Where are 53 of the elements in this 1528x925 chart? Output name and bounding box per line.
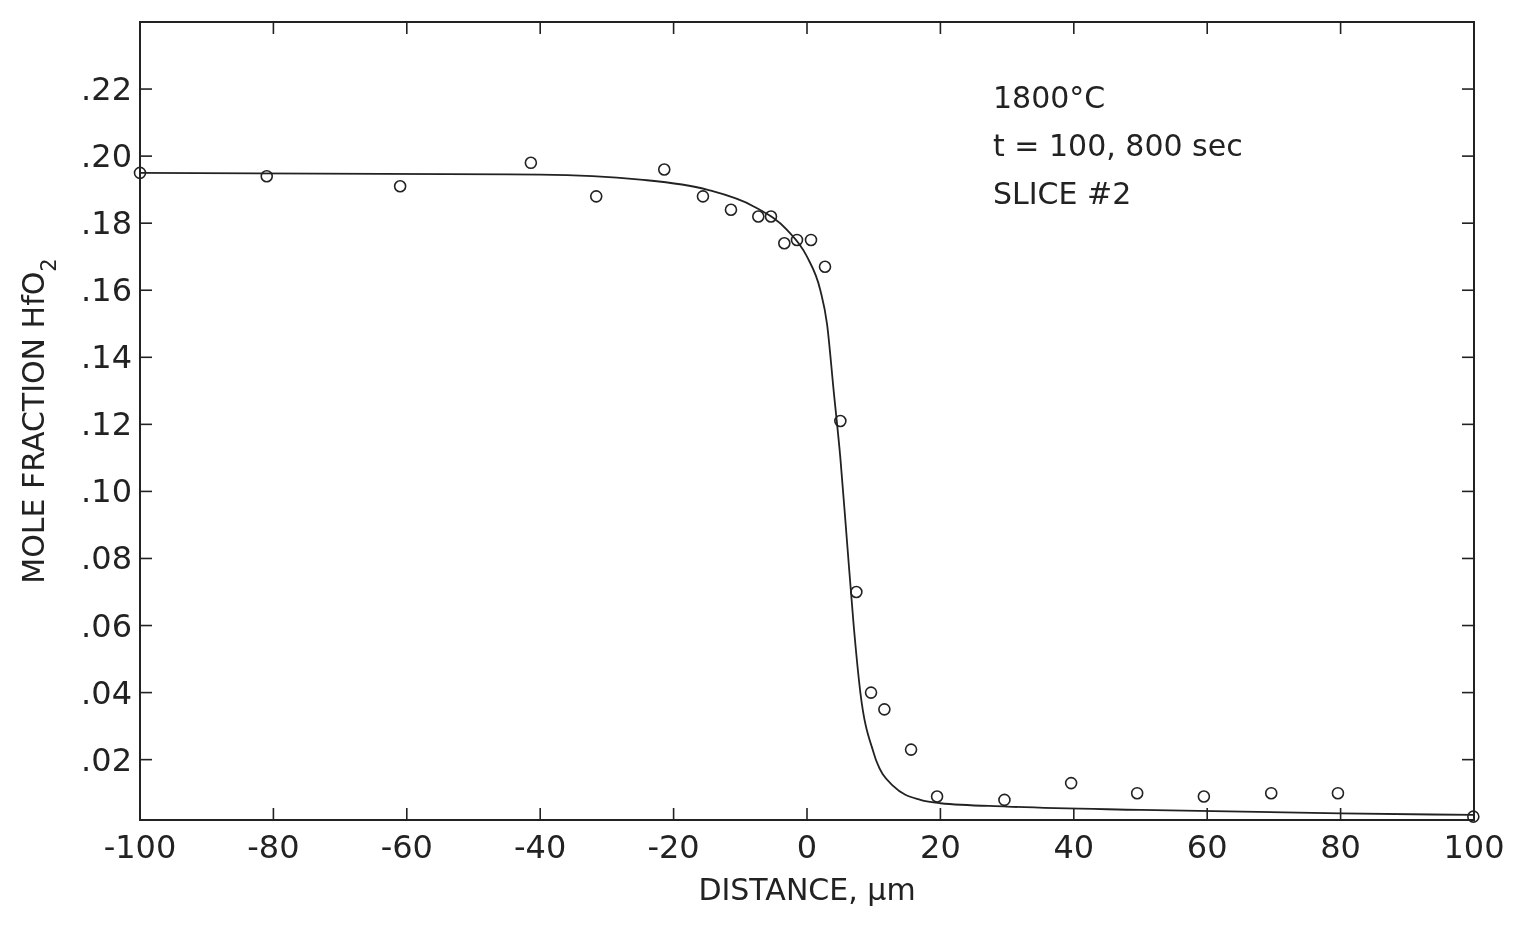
y-tick-label: .18: [81, 204, 132, 243]
y-tick-label: .14: [81, 338, 132, 377]
x-tick-label: -80: [247, 828, 300, 866]
point: [1064, 776, 1078, 790]
point: [752, 210, 765, 223]
y-tick-label: .16: [81, 271, 132, 310]
x-axis-title: DISTANCE, μm: [698, 872, 916, 907]
point: [778, 236, 791, 250]
point: [930, 790, 944, 803]
x-tick-label: -40: [514, 828, 567, 866]
y-tick-label: .06: [81, 606, 132, 645]
y-tick-label: .20: [81, 137, 132, 176]
x-tick-label: 20: [920, 828, 961, 866]
point: [864, 686, 878, 699]
point: [524, 156, 538, 170]
annotation: t = 100, 800 sec: [993, 128, 1243, 163]
point: [834, 414, 847, 428]
point: [657, 163, 671, 176]
point: [850, 585, 863, 599]
y-tick-label: .12: [81, 405, 132, 444]
x-tick-label: 100: [1443, 828, 1505, 866]
point: [1467, 810, 1480, 823]
annotation: SLICE #2: [993, 176, 1132, 211]
x-tick-label: 40: [1053, 828, 1095, 866]
x-tick-label: -20: [647, 828, 700, 866]
point: [393, 179, 407, 193]
point: [790, 233, 804, 247]
y-tick-label: .02: [81, 740, 132, 779]
point: [818, 260, 832, 274]
x-tick-label: -100: [103, 828, 177, 866]
point: [133, 166, 147, 180]
point: [878, 703, 891, 716]
x-tick-label: 60: [1186, 828, 1228, 866]
annotation: 1800°C: [993, 80, 1106, 115]
y-tick-label: .04: [81, 673, 132, 712]
point: [804, 233, 818, 247]
point: [764, 210, 778, 223]
x-tick-label: 80: [1320, 828, 1361, 866]
x-tick-label: 0: [796, 828, 818, 866]
y-tick-label: .22: [81, 70, 132, 109]
point: [904, 743, 918, 756]
point: [589, 190, 603, 203]
x-tick-label: -60: [380, 828, 433, 866]
point: [998, 793, 1011, 807]
point: [724, 203, 738, 217]
point: [696, 190, 710, 203]
y-tick-label: .08: [81, 539, 132, 578]
point: [1197, 790, 1211, 803]
y-tick-label: .10: [81, 472, 132, 511]
point: [1331, 786, 1345, 800]
point: [1130, 786, 1144, 800]
point: [1264, 786, 1278, 800]
point: [260, 169, 274, 183]
